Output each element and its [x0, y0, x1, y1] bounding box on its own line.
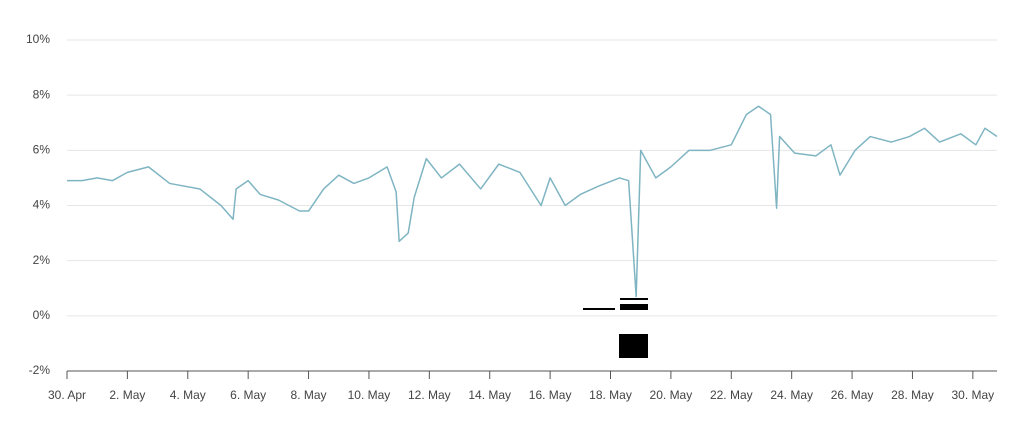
x-tick-label: 26. May — [831, 388, 874, 402]
x-tick-label: 22. May — [710, 388, 753, 402]
x-tick-label: 18. May — [589, 388, 632, 402]
y-tick-label: 6% — [33, 143, 51, 157]
y-tick-label: 10% — [26, 32, 50, 46]
redaction — [620, 298, 648, 300]
x-tick-label: 6. May — [230, 388, 266, 402]
y-tick-label: -2% — [29, 363, 51, 377]
redaction — [620, 304, 648, 310]
x-tick-label: 14. May — [468, 388, 511, 402]
x-tick-label: 28. May — [891, 388, 934, 402]
redaction — [619, 334, 648, 358]
x-tick-label: 24. May — [770, 388, 813, 402]
x-tick-label: 8. May — [291, 388, 327, 402]
y-tick-label: 0% — [33, 308, 51, 322]
redaction — [583, 308, 615, 310]
x-tick-label: 30. Apr — [48, 388, 86, 402]
x-tick-label: 20. May — [650, 388, 693, 402]
x-tick-label: 10. May — [348, 388, 391, 402]
y-tick-label: 8% — [33, 87, 51, 101]
x-tick-label: 2. May — [109, 388, 145, 402]
x-tick-label: 16. May — [529, 388, 572, 402]
y-tick-label: 4% — [33, 198, 51, 212]
x-tick-label: 30. May — [952, 388, 995, 402]
y-tick-label: 2% — [33, 253, 51, 267]
line — [67, 105, 998, 298]
x-tick-label: 4. May — [170, 388, 206, 402]
x-tick-label: 12. May — [408, 388, 451, 402]
